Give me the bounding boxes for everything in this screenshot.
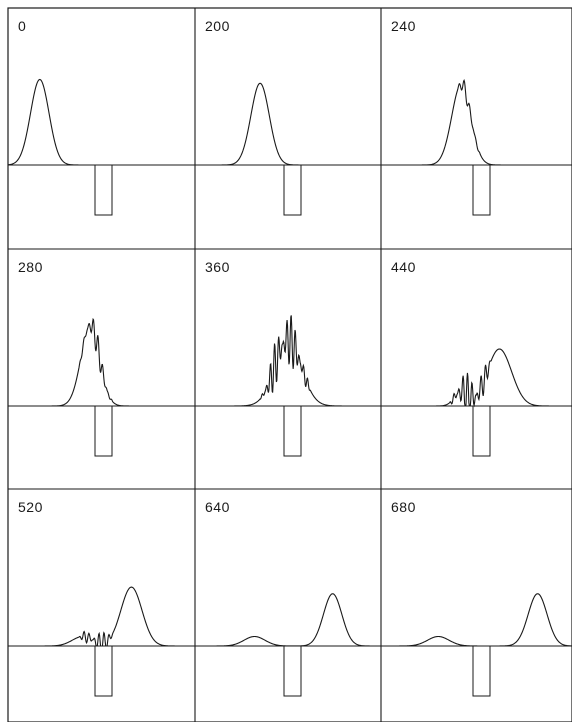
panel-0: 0: [7, 18, 195, 216]
wave-packet-curve: [381, 593, 572, 647]
panel-240: 240: [381, 18, 572, 216]
panel-label: 0: [18, 18, 26, 34]
barrier: [472, 406, 491, 457]
barrier: [94, 165, 113, 216]
panel-grid: [7, 7, 572, 722]
panel-label: 280: [18, 259, 43, 275]
wave-packet-curve: [195, 315, 381, 407]
panel-280: 280: [8, 259, 195, 457]
barrier: [283, 165, 302, 216]
panels: 0 200 240 280 360 440 520 640 680: [7, 18, 572, 697]
barrier: [283, 406, 302, 457]
panel-label: 240: [391, 18, 416, 34]
wave-packet-curve: [381, 348, 572, 408]
panel-360: 360: [195, 259, 381, 457]
panel-640: 640: [195, 499, 381, 697]
barrier: [283, 646, 302, 697]
panel-200: 200: [195, 18, 381, 216]
panel-520: 520: [8, 499, 195, 697]
outer-frame: [7, 7, 572, 722]
panel-label: 680: [391, 499, 416, 515]
panel-440: 440: [381, 259, 572, 457]
barrier: [472, 646, 491, 697]
panel-label: 640: [205, 499, 230, 515]
barrier: [94, 646, 113, 697]
panel-label: 200: [205, 18, 230, 34]
panel-label: 520: [18, 499, 43, 515]
barrier: [94, 406, 113, 457]
panel-label: 360: [205, 259, 230, 275]
panel-label: 440: [391, 259, 416, 275]
wave-packet-curve: [195, 82, 381, 166]
panel-680: 680: [381, 499, 572, 697]
wave-packet-curve: [8, 586, 195, 647]
wave-packet-curve: [8, 317, 195, 407]
wave-packet-curve: [381, 79, 572, 166]
wave-packet-curve: [7, 78, 195, 166]
wave-packet-curve: [195, 593, 381, 647]
barrier: [472, 165, 491, 216]
